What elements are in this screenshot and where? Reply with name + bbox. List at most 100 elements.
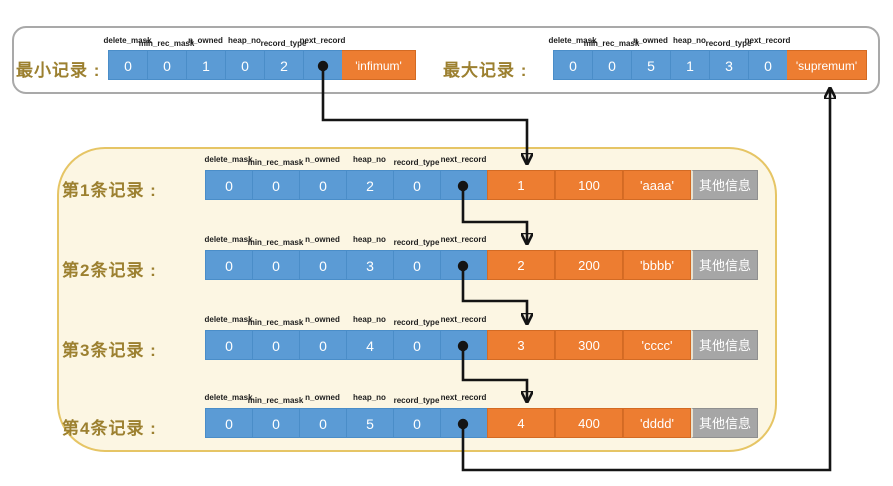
- heap-no-cell: 2: [346, 170, 393, 200]
- field-header-label: heap_no: [353, 235, 386, 244]
- field-header-label: min_rec_mask: [247, 396, 304, 405]
- min-rec-mask-cell: 0: [592, 50, 631, 80]
- max-record-bar: 0 0 5 1 3 0 'supremum': [553, 50, 867, 80]
- delete-mask-cell: 0: [108, 50, 147, 80]
- other-info-cell: 其他信息: [691, 170, 758, 200]
- id-cell: 2: [487, 250, 555, 280]
- field-header-label: heap_no: [353, 155, 386, 164]
- min-rec-mask-cell: 0: [252, 170, 299, 200]
- record4-label: 第4条记录 :: [62, 419, 157, 438]
- record-type-cell: 0: [393, 330, 440, 360]
- other-info-cell: 其他信息: [691, 250, 758, 280]
- min-record-label: 最小记录 :: [16, 61, 101, 80]
- id-cell: 1: [487, 170, 555, 200]
- record2-field-headers: delete_mask min_rec_mask n_owned heap_no…: [204, 235, 487, 247]
- delete-mask-cell: 0: [553, 50, 592, 80]
- record1-field-headers: delete_mask min_rec_mask n_owned heap_no…: [204, 155, 487, 167]
- record-type-cell: 0: [393, 250, 440, 280]
- min-record-bar: 0 0 1 0 2 'infimum': [108, 50, 416, 80]
- field-header-label: record_type: [393, 396, 440, 405]
- next-record-cell: [440, 250, 487, 280]
- record3-label: 第3条记录 :: [62, 341, 157, 360]
- field-header-label: next_record: [299, 36, 346, 45]
- n-owned-cell: 0: [299, 250, 346, 280]
- heap-no-cell: 1: [670, 50, 709, 80]
- min-record-field-headers: delete_mask min_rec_mask n_owned heap_no…: [103, 36, 346, 48]
- heap-no-cell: 3: [346, 250, 393, 280]
- value-cell: 100: [555, 170, 623, 200]
- n-owned-cell: 0: [299, 330, 346, 360]
- min-rec-mask-cell: 0: [147, 50, 186, 80]
- max-record-field-headers: delete_mask min_rec_mask n_owned heap_no…: [548, 36, 791, 48]
- delete-mask-cell: 0: [205, 250, 252, 280]
- heap-no-cell: 5: [346, 408, 393, 438]
- field-header-label: record_type: [393, 158, 440, 167]
- field-header-label: next_record: [744, 36, 791, 45]
- field-header-label: heap_no: [353, 315, 386, 324]
- next-record-cell: [303, 50, 342, 80]
- field-header-label: n_owned: [305, 235, 340, 244]
- heap-no-cell: 4: [346, 330, 393, 360]
- n-owned-cell: 0: [299, 408, 346, 438]
- field-header-label: next_record: [440, 235, 487, 244]
- id-cell: 4: [487, 408, 555, 438]
- field-header-label: n_owned: [633, 36, 668, 45]
- field-header-label: n_owned: [188, 36, 223, 45]
- id-cell: 3: [487, 330, 555, 360]
- record2-bar: 0 0 0 3 0 2 200 'bbbb' 其他信息: [205, 250, 758, 280]
- delete-mask-cell: 0: [205, 408, 252, 438]
- field-header-label: record_type: [393, 238, 440, 247]
- delete-mask-cell: 0: [205, 170, 252, 200]
- value-cell: 300: [555, 330, 623, 360]
- min-rec-mask-cell: 0: [252, 250, 299, 280]
- field-header-label: delete_mask: [103, 36, 152, 45]
- field-header-label: min_rec_mask: [247, 318, 304, 327]
- next-record-cell: [440, 408, 487, 438]
- other-info-cell: 其他信息: [691, 408, 758, 438]
- n-owned-cell: 0: [299, 170, 346, 200]
- delete-mask-cell: 0: [205, 330, 252, 360]
- field-header-label: heap_no: [228, 36, 261, 45]
- heap-no-cell: 0: [225, 50, 264, 80]
- record1-bar: 0 0 0 2 0 1 100 'aaaa' 其他信息: [205, 170, 758, 200]
- string-cell: 'bbbb': [623, 250, 691, 280]
- next-record-cell: 0: [748, 50, 787, 80]
- field-header-label: record_type: [393, 318, 440, 327]
- field-header-label: delete_mask: [204, 315, 253, 324]
- other-info-cell: 其他信息: [691, 330, 758, 360]
- record3-field-headers: delete_mask min_rec_mask n_owned heap_no…: [204, 315, 487, 327]
- n-owned-cell: 1: [186, 50, 225, 80]
- value-cell: 200: [555, 250, 623, 280]
- record1-label: 第1条记录 :: [62, 181, 157, 200]
- field-header-label: record_type: [705, 39, 752, 48]
- record-type-cell: 2: [264, 50, 303, 80]
- field-header-label: delete_mask: [204, 393, 253, 402]
- min-rec-mask-cell: 0: [252, 408, 299, 438]
- next-record-cell: [440, 330, 487, 360]
- next-record-cell: [440, 170, 487, 200]
- field-header-label: n_owned: [305, 393, 340, 402]
- field-header-label: min_rec_mask: [583, 39, 640, 48]
- field-header-label: min_rec_mask: [247, 158, 304, 167]
- field-header-label: delete_mask: [548, 36, 597, 45]
- field-header-label: n_owned: [305, 315, 340, 324]
- supremum-cell: 'supremum': [787, 50, 867, 80]
- field-header-label: heap_no: [353, 393, 386, 402]
- max-record-label: 最大记录 :: [443, 61, 528, 80]
- field-header-label: delete_mask: [204, 155, 253, 164]
- field-header-label: next_record: [440, 393, 487, 402]
- string-cell: 'cccc': [623, 330, 691, 360]
- record4-field-headers: delete_mask min_rec_mask n_owned heap_no…: [204, 393, 487, 405]
- field-header-label: next_record: [440, 155, 487, 164]
- field-header-label: heap_no: [673, 36, 706, 45]
- record-type-cell: 0: [393, 170, 440, 200]
- record2-label: 第2条记录 :: [62, 261, 157, 280]
- field-header-label: n_owned: [305, 155, 340, 164]
- record4-bar: 0 0 0 5 0 4 400 'dddd' 其他信息: [205, 408, 758, 438]
- record3-bar: 0 0 0 4 0 3 300 'cccc' 其他信息: [205, 330, 758, 360]
- min-rec-mask-cell: 0: [252, 330, 299, 360]
- string-cell: 'dddd': [623, 408, 691, 438]
- n-owned-cell: 5: [631, 50, 670, 80]
- infimum-cell: 'infimum': [342, 50, 416, 80]
- record-type-cell: 3: [709, 50, 748, 80]
